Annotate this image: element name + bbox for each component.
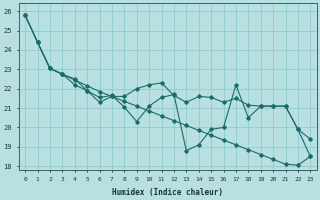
X-axis label: Humidex (Indice chaleur): Humidex (Indice chaleur) bbox=[112, 188, 223, 197]
